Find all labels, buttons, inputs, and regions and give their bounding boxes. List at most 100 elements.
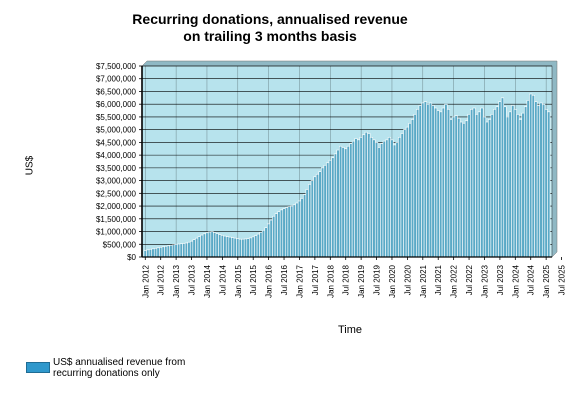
bar (321, 167, 325, 258)
x-tick-label: Jul 2022 (465, 264, 474, 295)
bar (426, 103, 430, 258)
bar (267, 223, 271, 258)
bar (390, 139, 394, 258)
bar (336, 149, 340, 258)
bar (459, 121, 463, 258)
bar (356, 139, 361, 258)
x-tick-label: Jul 2019 (373, 264, 382, 295)
bar (544, 108, 548, 258)
x-tick-label: Jul 2015 (249, 264, 258, 295)
bar (290, 205, 294, 258)
bar (197, 236, 201, 258)
bar (282, 208, 286, 258)
x-tick-label: Jul 2023 (496, 264, 505, 295)
bar (218, 234, 222, 258)
bar (228, 236, 232, 258)
bar (354, 138, 358, 258)
bar (341, 147, 345, 258)
bar (305, 189, 309, 258)
bar (241, 238, 245, 258)
bar (243, 238, 248, 258)
bar (526, 100, 530, 258)
y-tick-label: $6,500,000 (96, 87, 137, 96)
bar (303, 194, 307, 258)
bar (264, 227, 268, 258)
bar (531, 94, 535, 258)
bar (508, 111, 512, 258)
bar (182, 243, 186, 258)
bar (452, 116, 456, 258)
bar (498, 101, 502, 258)
x-tick-label: Jan 2013 (172, 264, 181, 297)
bar (506, 116, 510, 258)
x-tick-label: Jan 2021 (419, 264, 428, 297)
bar (547, 111, 551, 258)
bar (392, 144, 397, 258)
bar (387, 137, 391, 258)
bar (287, 206, 291, 258)
x-tick-label: Jul 2017 (311, 264, 320, 295)
bar (346, 145, 350, 258)
bar (292, 204, 296, 258)
legend-label: US$ annualised revenue from recurring do… (53, 357, 253, 379)
y-tick-label: $5,000,000 (96, 126, 137, 135)
y-tick-label: $500,000 (103, 240, 137, 249)
bar (159, 247, 163, 258)
bar (225, 236, 230, 258)
bar (249, 237, 253, 258)
bar (403, 129, 407, 258)
bar (472, 107, 476, 258)
y-tick-label: $3,000,000 (96, 177, 137, 186)
x-tick-label: Jul 2012 (157, 264, 166, 295)
bar (215, 233, 219, 258)
y-tick-label: $2,500,000 (96, 189, 137, 198)
y-tick-label: $4,500,000 (96, 138, 137, 147)
y-tick-label: $4,000,000 (96, 151, 137, 160)
bar (380, 143, 384, 258)
bar (213, 232, 217, 258)
bar (475, 114, 479, 258)
bar (177, 243, 181, 258)
bar (156, 247, 160, 258)
bar (374, 142, 379, 258)
bar (220, 235, 224, 258)
bar (434, 107, 438, 258)
bar (467, 114, 471, 258)
bar (187, 241, 191, 258)
bar (457, 117, 461, 258)
bar (200, 234, 204, 258)
bar (395, 142, 399, 258)
bar (189, 240, 194, 258)
bar (333, 153, 338, 258)
x-tick-label: Jan 2019 (357, 264, 366, 297)
bar (308, 184, 312, 258)
bar (529, 93, 533, 258)
bar (477, 111, 481, 258)
bar (462, 123, 466, 258)
bar (174, 243, 178, 258)
bar (331, 157, 335, 258)
bar (536, 105, 541, 258)
x-axis-ticks: Jan 2012 Jul 2012 Jan 2013 Jul 2013 Jan 2014… (141, 257, 567, 298)
x-tick-label: Jul 2013 (188, 264, 197, 295)
bar (238, 238, 242, 258)
bar (148, 249, 153, 258)
bar (315, 173, 320, 258)
x-tick-label: Jul 2025 (558, 264, 567, 295)
x-tick-label: Jan 2020 (388, 264, 397, 297)
bar (439, 111, 443, 258)
bar (485, 121, 489, 258)
x-tick-label: Jul 2024 (527, 264, 536, 295)
bar (233, 237, 237, 258)
bar (400, 133, 404, 258)
bar (436, 110, 440, 258)
bar (164, 246, 168, 258)
bar (441, 107, 445, 258)
bar (146, 249, 150, 258)
bar (416, 108, 420, 258)
y-tick-label: $7,000,000 (96, 75, 137, 84)
bar (431, 105, 435, 258)
bar (470, 108, 474, 258)
bar (274, 213, 278, 258)
bar (418, 105, 422, 258)
